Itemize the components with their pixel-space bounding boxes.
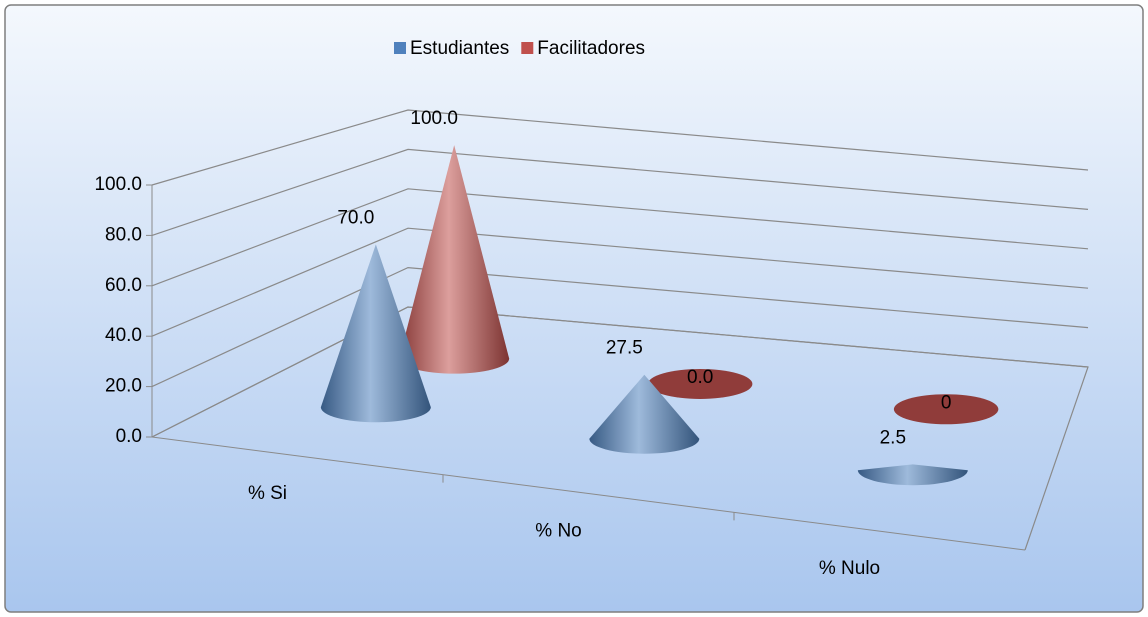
cone xyxy=(399,145,510,374)
data-label: 2.5 xyxy=(880,427,906,448)
x-tick-label: % No xyxy=(535,521,581,542)
x-axis xyxy=(151,436,1026,551)
grid-line xyxy=(151,266,1089,388)
cone xyxy=(647,368,753,399)
floor xyxy=(151,306,1089,551)
x-tick-label: % Si xyxy=(248,483,287,504)
data-label: 0 xyxy=(941,392,952,413)
cone xyxy=(589,374,700,454)
x-tick-label: % Nulo xyxy=(819,558,880,579)
legend-label: Facilitadores xyxy=(537,38,645,59)
cone xyxy=(857,464,968,486)
y-tick-label: 100.0 xyxy=(94,174,142,195)
cone xyxy=(893,394,999,425)
grid-line xyxy=(151,227,1089,337)
legend-swatch xyxy=(521,42,534,54)
data-label: 0.0 xyxy=(687,367,713,388)
grid-line xyxy=(151,109,1089,186)
cone xyxy=(320,244,431,423)
y-tick-label: 0.0 xyxy=(116,426,142,447)
legend-swatch xyxy=(394,42,406,54)
y-tick-label: 20.0 xyxy=(105,376,142,397)
grid-line xyxy=(151,188,1089,287)
legend-label: Estudiantes xyxy=(410,38,509,59)
y-tick-label: 60.0 xyxy=(105,275,142,296)
data-label: 70.0 xyxy=(337,207,374,228)
data-label: 27.5 xyxy=(606,338,643,359)
y-tick-label: 80.0 xyxy=(105,224,142,245)
y-tick-label: 40.0 xyxy=(105,325,142,346)
grid-line xyxy=(151,148,1089,236)
chart-background xyxy=(4,4,1144,613)
data-label: 100.0 xyxy=(410,108,458,129)
